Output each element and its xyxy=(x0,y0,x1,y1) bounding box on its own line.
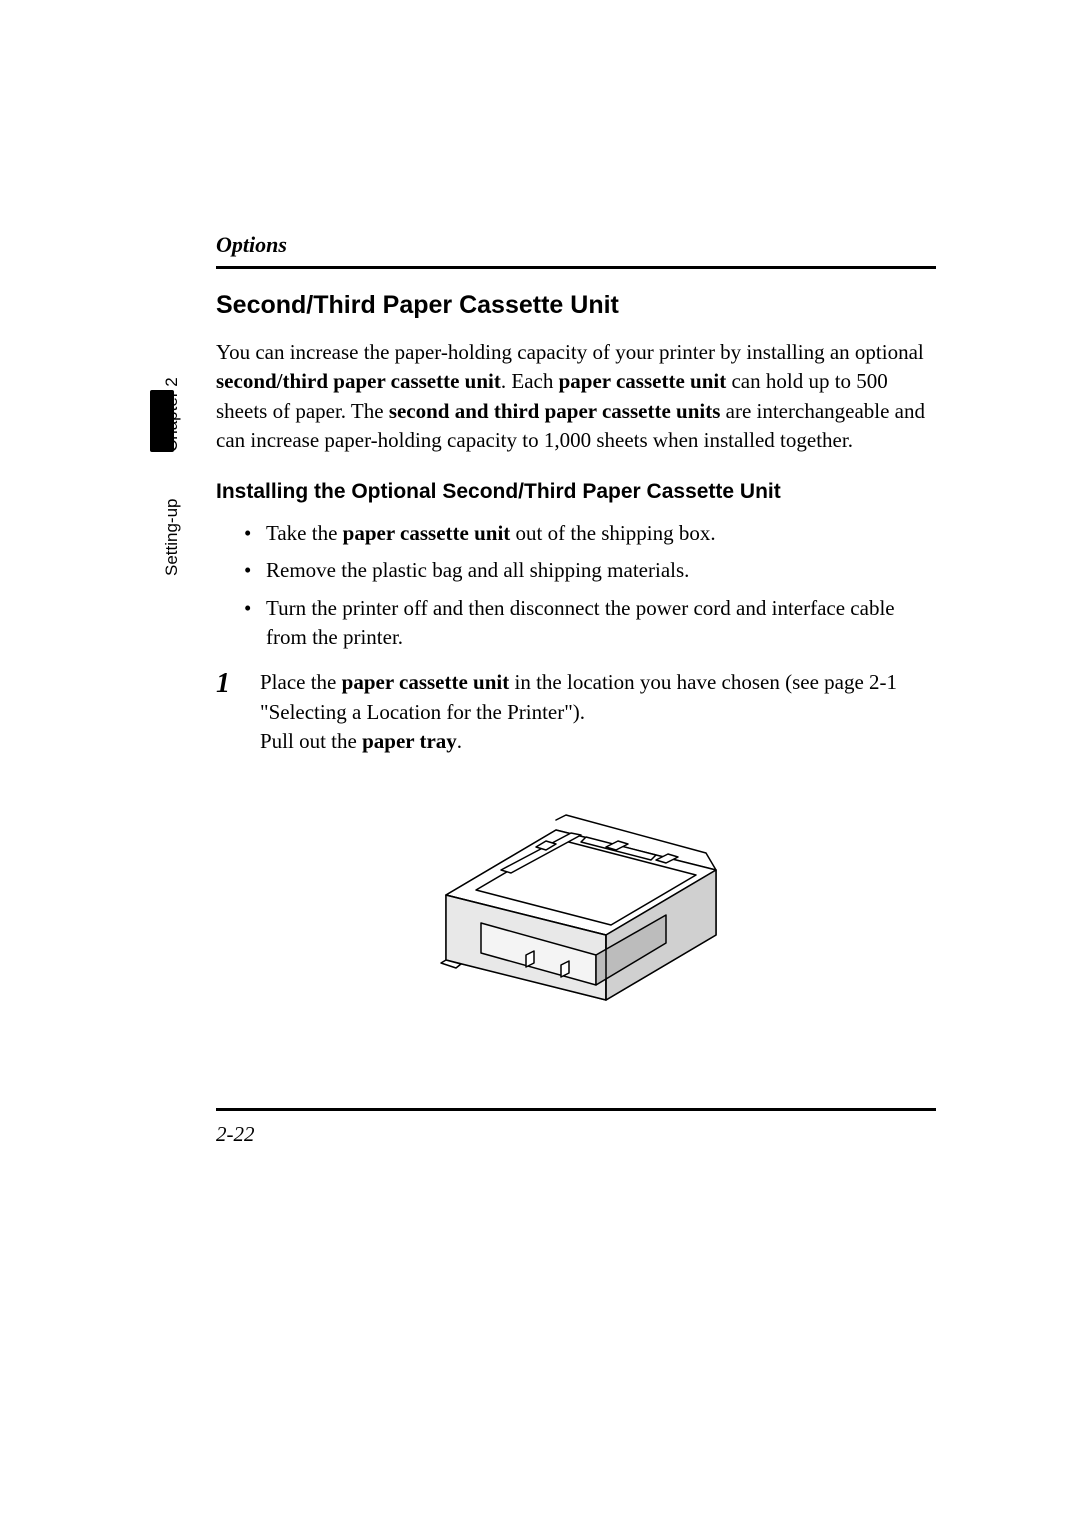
side-tab: Chapter 2 Setting-up xyxy=(148,390,176,590)
s1-b1: paper cassette unit xyxy=(342,670,510,694)
s1-b2: paper tray xyxy=(362,729,457,753)
step-number: 1 xyxy=(216,668,260,698)
main-heading: Second/Third Paper Cassette Unit xyxy=(216,291,936,320)
step-1: 1 Place the paper cassette unit in the l… xyxy=(216,668,936,756)
s1-t1: Place the xyxy=(260,670,342,694)
figure-cassette xyxy=(216,775,936,1010)
section-label: Setting-up xyxy=(162,499,182,577)
intro-b2: paper cassette unit xyxy=(559,369,727,393)
list-item: Take the paper cassette unit out of the … xyxy=(244,519,936,548)
top-rule xyxy=(216,266,936,269)
li3-pre: Turn the printer off and then disconnect… xyxy=(266,596,895,649)
bottom-rule xyxy=(216,1108,936,1111)
section-header: Options xyxy=(216,232,936,258)
sub-heading: Installing the Optional Second/Third Pap… xyxy=(216,478,936,505)
li1-post: out of the shipping box. xyxy=(510,521,715,545)
intro-t1: You can increase the paper-holding capac… xyxy=(216,340,924,364)
s1-t3: Pull out the xyxy=(260,729,362,753)
cassette-illustration xyxy=(406,775,746,1005)
page-number: 2-22 xyxy=(216,1122,255,1147)
intro-paragraph: You can increase the paper-holding capac… xyxy=(216,338,936,456)
page-content: Options Second/Third Paper Cassette Unit… xyxy=(216,232,936,1030)
list-item: Turn the printer off and then disconnect… xyxy=(244,594,936,653)
step-text: Place the paper cassette unit in the loc… xyxy=(260,668,936,756)
li1-pre: Take the xyxy=(266,521,343,545)
intro-t2: . Each xyxy=(501,369,559,393)
chapter-label: Chapter 2 xyxy=(162,377,182,452)
intro-b1: second/third paper cassette unit xyxy=(216,369,501,393)
li2-pre: Remove the plastic bag and all shipping … xyxy=(266,558,689,582)
s1-t4: . xyxy=(457,729,462,753)
intro-b3: second and third paper cassette units xyxy=(389,399,721,423)
bullet-list: Take the paper cassette unit out of the … xyxy=(244,519,936,653)
li1-bold: paper cassette unit xyxy=(343,521,511,545)
list-item: Remove the plastic bag and all shipping … xyxy=(244,556,936,585)
